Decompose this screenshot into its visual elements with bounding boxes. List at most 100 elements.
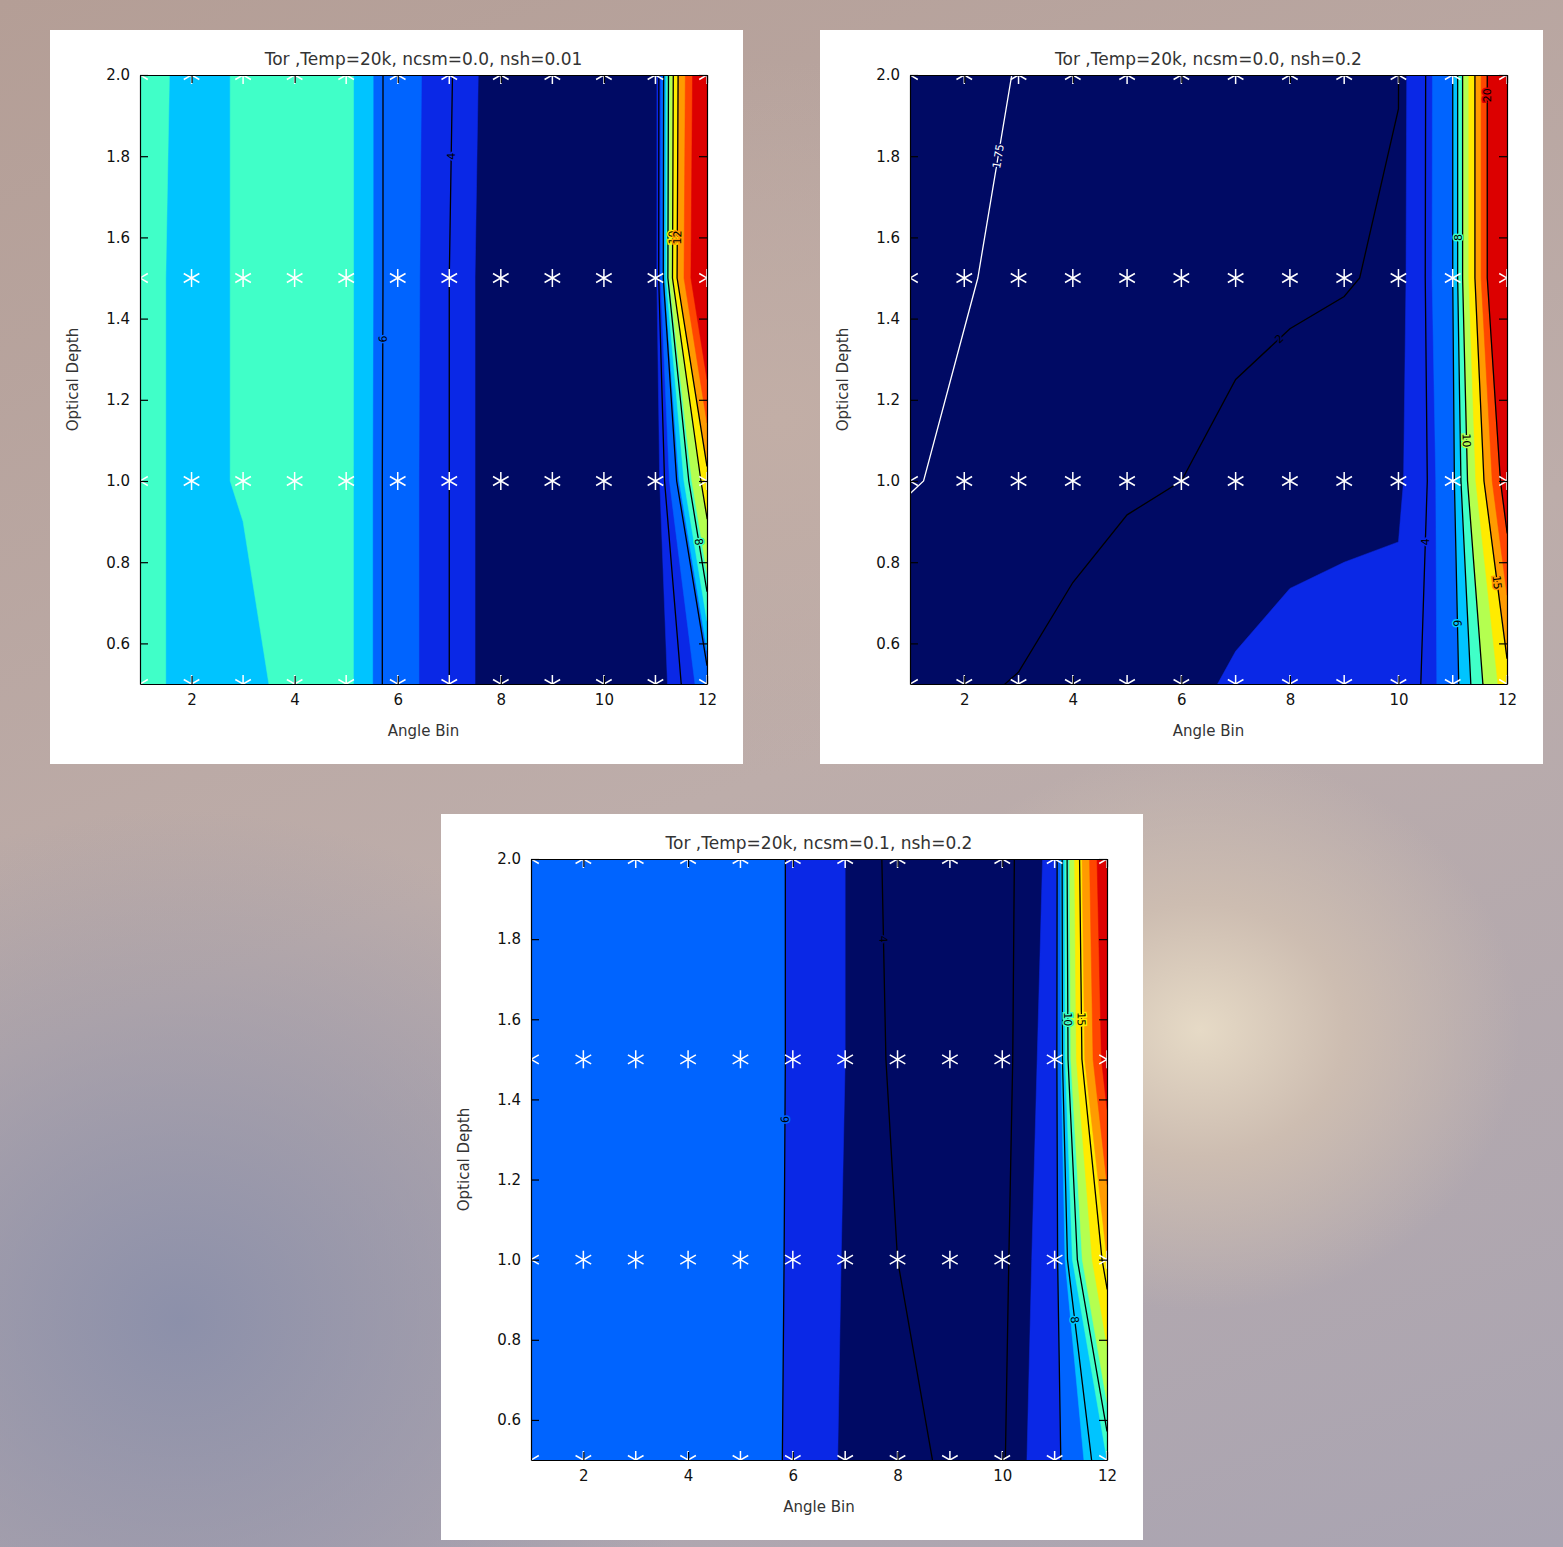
grid-marker xyxy=(235,269,251,287)
tick xyxy=(699,156,707,157)
contour-label: 12 xyxy=(671,230,684,244)
tick: 1.2 xyxy=(497,1171,539,1189)
grid-marker xyxy=(680,1050,696,1068)
tick: 1.4 xyxy=(876,310,918,328)
tick-mark xyxy=(699,319,707,320)
grid-marker xyxy=(1391,472,1407,490)
tick-mark xyxy=(897,859,898,867)
grid-marker xyxy=(1011,269,1027,287)
grid-marker xyxy=(1011,472,1027,490)
tick-label: 0.6 xyxy=(106,635,130,653)
tick-label: 2 xyxy=(579,1467,589,1485)
tick-mark xyxy=(501,676,502,684)
grid-marker xyxy=(680,859,696,868)
tick-mark xyxy=(688,859,689,867)
contour-band xyxy=(1082,859,1107,1260)
grid-marker xyxy=(942,859,958,868)
contour-line xyxy=(1062,859,1107,1460)
tick: 10 xyxy=(993,1452,1012,1485)
tick-mark xyxy=(1499,562,1507,563)
grid-marker xyxy=(994,859,1010,868)
tick-mark xyxy=(1073,75,1074,83)
grid-marker xyxy=(441,269,457,287)
tick-mark xyxy=(604,75,605,83)
tick-mark xyxy=(398,676,399,684)
contour-band xyxy=(140,75,707,684)
tick-label: 10 xyxy=(595,691,614,709)
grid-marker xyxy=(648,269,664,287)
grid-marker xyxy=(390,75,406,84)
tick: 4 xyxy=(684,1452,694,1485)
grid-marker xyxy=(1099,1050,1107,1068)
contour-band xyxy=(1475,75,1507,659)
grid-marker xyxy=(1174,75,1190,84)
tick: 2 xyxy=(187,676,197,709)
grid-marker xyxy=(733,859,749,868)
tick xyxy=(583,859,584,867)
tick-mark xyxy=(1002,1452,1003,1460)
grid-marker xyxy=(680,1451,696,1460)
grid-marker xyxy=(338,269,354,287)
tick-label: 1.4 xyxy=(106,310,130,328)
grid-marker xyxy=(1282,269,1298,287)
grid-marker xyxy=(1445,269,1461,287)
tick: 6 xyxy=(789,1452,799,1485)
tick: 2.0 xyxy=(106,66,148,84)
y-axis-title: Optical Depth xyxy=(834,328,852,431)
tick-label: 6 xyxy=(789,1467,799,1485)
contour-band xyxy=(1469,75,1507,684)
contour-line xyxy=(1475,75,1507,659)
contour-line xyxy=(1080,859,1107,1288)
tick-mark xyxy=(531,939,539,940)
tick: 2 xyxy=(960,676,970,709)
tick: 1.0 xyxy=(876,472,918,490)
tick xyxy=(1099,939,1107,940)
tick: 8 xyxy=(893,1452,903,1485)
grid-marker xyxy=(1119,269,1135,287)
grid-marker xyxy=(733,1050,749,1068)
tick-mark xyxy=(964,75,965,83)
contour-labels: 4681015 xyxy=(779,936,1088,1325)
tick-label: 1.2 xyxy=(106,391,130,409)
contour-label: 4 xyxy=(877,936,890,943)
tick xyxy=(793,859,794,867)
contour-line xyxy=(1067,859,1107,1431)
tick xyxy=(1499,400,1507,401)
plot-area xyxy=(531,859,1107,1460)
tick-mark xyxy=(1181,676,1182,684)
tick xyxy=(1099,1019,1107,1020)
tick: 0.8 xyxy=(876,554,918,572)
tick-mark xyxy=(1499,156,1507,157)
grid-marker xyxy=(1391,75,1407,84)
tick xyxy=(1099,1340,1107,1341)
grid-marker xyxy=(390,675,406,684)
tick-mark xyxy=(1499,400,1507,401)
tick: 1.0 xyxy=(497,1251,539,1269)
x-axis-title: Angle Bin xyxy=(1173,722,1244,740)
grid-marker xyxy=(531,859,539,868)
tick-mark xyxy=(583,859,584,867)
grid-marker xyxy=(545,75,561,84)
tick xyxy=(1181,75,1182,83)
tick: 8 xyxy=(497,676,507,709)
tick-mark xyxy=(1398,676,1399,684)
axis-line xyxy=(141,75,708,76)
tick-mark xyxy=(1398,75,1399,83)
tick-label: 1.6 xyxy=(497,1011,521,1029)
tick-mark xyxy=(910,75,918,76)
grid-marker xyxy=(493,675,509,684)
grid-marker xyxy=(733,1251,749,1269)
tick-label: 4 xyxy=(1069,691,1079,709)
x-axis-top xyxy=(141,75,708,83)
tick xyxy=(1099,1260,1107,1261)
tick-mark xyxy=(1099,859,1107,860)
tick: 10 xyxy=(1389,676,1408,709)
grid-marker xyxy=(531,1251,539,1269)
grid-marker xyxy=(1099,1451,1107,1460)
contour-label: 6 xyxy=(779,1116,792,1123)
panel: 1.752468101520246810120.60.81.01.21.41.6… xyxy=(820,0,1543,786)
grid-marker xyxy=(942,1050,958,1068)
y-axis: 0.60.81.01.21.41.61.82.0 xyxy=(497,850,539,1460)
tick-label: 1.8 xyxy=(106,148,130,166)
axis-line xyxy=(532,859,1108,860)
